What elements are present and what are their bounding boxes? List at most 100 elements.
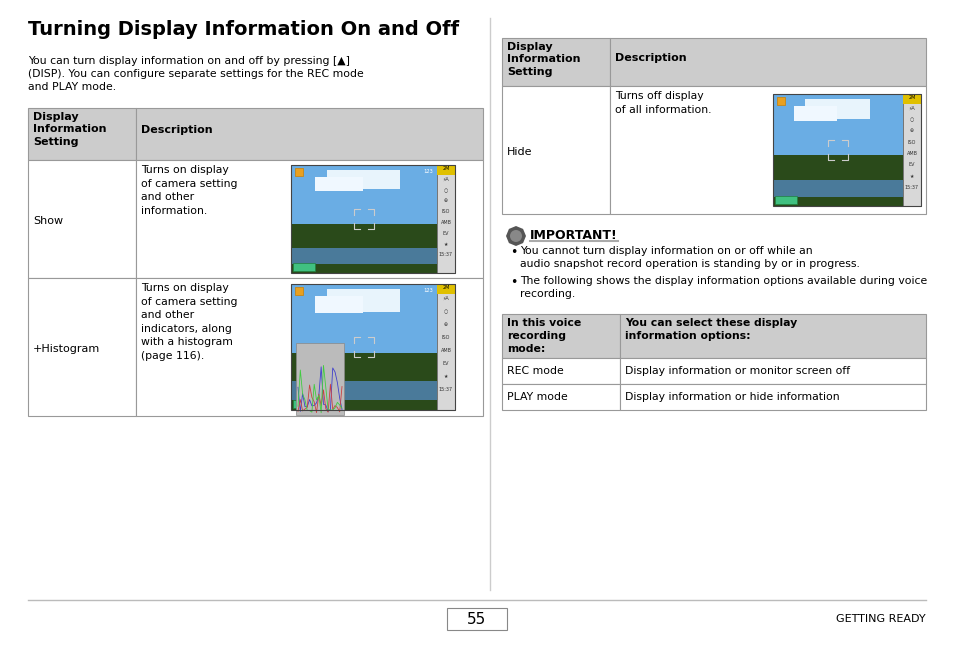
Text: Description: Description bbox=[615, 53, 686, 63]
Text: 2M: 2M bbox=[442, 285, 449, 290]
Bar bbox=[619, 384, 925, 410]
Bar bbox=[501, 86, 609, 214]
Bar bbox=[291, 224, 436, 273]
Bar bbox=[291, 248, 436, 264]
Text: ⚡A: ⚡A bbox=[442, 177, 449, 182]
Bar bbox=[314, 296, 363, 313]
Text: 123: 123 bbox=[423, 169, 433, 174]
Bar bbox=[293, 400, 314, 408]
Text: 2M: 2M bbox=[442, 166, 449, 171]
Bar bbox=[436, 165, 455, 273]
Bar bbox=[291, 284, 436, 353]
Text: You cannot turn display information on or off while an: You cannot turn display information on o… bbox=[519, 246, 812, 256]
Bar bbox=[501, 384, 619, 410]
Text: 55: 55 bbox=[467, 612, 486, 627]
Text: •: • bbox=[510, 276, 517, 289]
Bar bbox=[772, 94, 920, 206]
Bar bbox=[793, 106, 836, 121]
Text: ★: ★ bbox=[909, 174, 913, 178]
Text: +Histogram: +Histogram bbox=[33, 344, 100, 354]
Bar bbox=[291, 165, 455, 273]
Bar bbox=[136, 278, 482, 416]
Bar bbox=[804, 99, 869, 119]
Text: •: • bbox=[510, 246, 517, 259]
Text: In this voice
recording
mode:: In this voice recording mode: bbox=[506, 318, 580, 353]
Text: EV: EV bbox=[442, 231, 449, 236]
Text: (DISP). You can configure separate settings for the REC mode: (DISP). You can configure separate setti… bbox=[28, 69, 363, 79]
Text: ⚡A: ⚡A bbox=[442, 296, 449, 301]
Bar bbox=[619, 314, 925, 358]
Bar bbox=[294, 287, 303, 295]
Bar bbox=[776, 97, 784, 105]
Circle shape bbox=[510, 230, 521, 242]
Text: Description: Description bbox=[141, 125, 213, 135]
Text: Turns off display
of all information.: Turns off display of all information. bbox=[615, 91, 711, 114]
Text: Display
Information
Setting: Display Information Setting bbox=[506, 42, 579, 77]
Bar bbox=[327, 289, 399, 312]
Text: ⚡A: ⚡A bbox=[907, 106, 915, 111]
Text: and PLAY mode.: and PLAY mode. bbox=[28, 82, 116, 92]
Bar bbox=[136, 108, 482, 160]
Text: audio snapshot record operation is standing by or in progress.: audio snapshot record operation is stand… bbox=[519, 259, 859, 269]
Text: PLAY mode: PLAY mode bbox=[506, 392, 567, 402]
Text: Hide: Hide bbox=[506, 147, 532, 157]
Bar bbox=[294, 168, 303, 176]
Bar bbox=[501, 38, 609, 86]
Text: AMB: AMB bbox=[905, 151, 917, 156]
Text: You can select these display
information options:: You can select these display information… bbox=[624, 318, 797, 341]
Bar bbox=[293, 263, 314, 271]
Text: Display information or hide information: Display information or hide information bbox=[624, 392, 839, 402]
Text: IMPORTANT!: IMPORTANT! bbox=[530, 229, 618, 242]
Bar bbox=[291, 165, 436, 224]
Bar bbox=[291, 353, 436, 410]
Text: Turning Display Information On and Off: Turning Display Information On and Off bbox=[28, 20, 458, 39]
Text: ○: ○ bbox=[443, 188, 448, 193]
Text: ISO: ISO bbox=[441, 209, 450, 214]
Bar bbox=[902, 94, 920, 104]
Bar bbox=[327, 170, 399, 189]
Text: You can turn display information on and off by pressing [▲]: You can turn display information on and … bbox=[28, 56, 350, 66]
Text: 123: 123 bbox=[423, 288, 433, 293]
Bar bbox=[447, 608, 506, 630]
Bar bbox=[501, 358, 619, 384]
Text: ○: ○ bbox=[909, 118, 913, 122]
Bar bbox=[774, 196, 796, 204]
Text: 2M: 2M bbox=[907, 95, 915, 100]
Bar bbox=[436, 284, 455, 294]
Text: Turns on display
of camera setting
and other
indicators, along
with a histogram
: Turns on display of camera setting and o… bbox=[141, 283, 237, 361]
Text: ⊕: ⊕ bbox=[443, 322, 448, 327]
Text: EV: EV bbox=[442, 361, 449, 366]
Text: GETTING READY: GETTING READY bbox=[836, 614, 925, 624]
Text: Turns on display
of camera setting
and other
information.: Turns on display of camera setting and o… bbox=[141, 165, 237, 216]
Bar bbox=[501, 314, 619, 358]
Bar bbox=[136, 160, 482, 278]
Text: ISO: ISO bbox=[907, 140, 915, 145]
Text: Show: Show bbox=[33, 216, 63, 226]
Text: AMB: AMB bbox=[440, 220, 451, 225]
Text: ISO: ISO bbox=[441, 335, 450, 340]
Text: ⊕: ⊕ bbox=[909, 129, 913, 134]
Bar bbox=[772, 180, 902, 197]
Text: REC mode: REC mode bbox=[506, 366, 563, 376]
Bar bbox=[28, 160, 136, 278]
Text: 15:37: 15:37 bbox=[438, 387, 453, 392]
Text: 15:37: 15:37 bbox=[904, 185, 918, 190]
Bar bbox=[295, 343, 344, 415]
Bar bbox=[619, 358, 925, 384]
Text: ○: ○ bbox=[443, 309, 448, 314]
Bar bbox=[291, 284, 455, 410]
Bar bbox=[902, 94, 920, 206]
Bar bbox=[436, 165, 455, 175]
Text: The following shows the display information options available during voice: The following shows the display informat… bbox=[519, 276, 926, 286]
Bar bbox=[28, 108, 136, 160]
Text: EV: EV bbox=[908, 162, 914, 167]
Bar bbox=[291, 381, 436, 400]
Bar bbox=[772, 155, 902, 206]
Bar bbox=[609, 38, 925, 86]
Text: Display
Information
Setting: Display Information Setting bbox=[33, 112, 107, 147]
Text: recording.: recording. bbox=[519, 289, 575, 299]
Text: ★: ★ bbox=[443, 242, 448, 247]
Bar bbox=[314, 177, 363, 191]
Text: Display information or monitor screen off: Display information or monitor screen of… bbox=[624, 366, 849, 376]
Text: AMB: AMB bbox=[440, 348, 451, 353]
